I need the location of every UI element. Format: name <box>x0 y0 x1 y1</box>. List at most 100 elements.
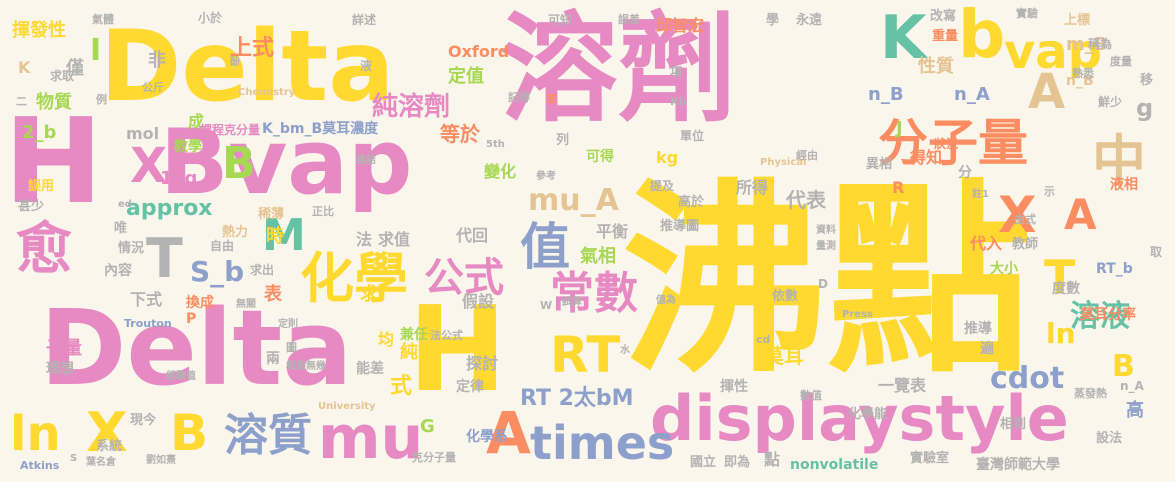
cloud-word-t-right: T <box>1044 250 1076 304</box>
cloud-word-jiaoshi: 教師 <box>1012 237 1039 252</box>
cloud-word-jiashe: 假設 <box>462 292 495 311</box>
cloud-word-x-bottom: X <box>86 401 128 464</box>
cloud-word-nb2: n_B <box>1066 73 1094 89</box>
cloud-word-wuyong: 誤用 <box>28 179 55 194</box>
cloud-word-b-bottom: B <box>170 404 209 462</box>
cloud-word-gaiyu: 高於 <box>678 195 705 210</box>
cloud-word-lianjie: 連結 <box>356 155 376 166</box>
cloud-word-kbm: K_bm_B莫耳濃度 <box>262 121 379 137</box>
cloud-word-qiutui: 推導 <box>964 321 992 337</box>
cloud-word-xiangjie: 項 <box>670 65 683 79</box>
cloud-word-t-mid: T <box>146 227 183 290</box>
cloud-word-tuidaotu: 推導圖 <box>660 219 700 234</box>
cloud-word-chun: 純 <box>400 342 418 363</box>
cloud-word-yi: 移 <box>1140 73 1154 88</box>
cloud-word-kecheng: 課程克分量 <box>200 123 261 137</box>
cloud-word-ben: 苯 <box>546 93 557 106</box>
cloud-word-suode: 所得 <box>736 178 769 197</box>
cloud-word-ye: 液 <box>360 59 373 73</box>
cloud-word-shefa: 設法 <box>1096 431 1123 446</box>
cloud-word-zhuangkuang: 狀況 <box>934 137 959 151</box>
cloud-word-sb: S_b <box>190 255 245 288</box>
cloud-word-fa: 法 <box>356 230 373 249</box>
cloud-word-qixiang: 氣相 <box>580 246 616 267</box>
cloud-word-wucha: 誤差 <box>618 13 640 26</box>
cloud-word-li: 例 <box>96 93 107 106</box>
cloud-word-dexi: 得知 <box>910 148 943 167</box>
cloud-word-qiti: 氣體 <box>92 13 114 26</box>
cloud-word-moerfen: 莫耳分率 <box>1080 307 1136 323</box>
cloud-word-feidian: 沸點 <box>622 163 1032 401</box>
cloud-word-bian: 遍 <box>980 341 994 357</box>
cloud-word-h-left: H <box>4 92 103 230</box>
cloud-word-delta-bottom: Delta <box>40 287 353 409</box>
cloud-word-physical: Physical <box>760 157 807 168</box>
cloud-word-neirong: 內容 <box>104 263 132 279</box>
cloud-word-cdot: cdot <box>990 361 1065 396</box>
cloud-word-r: R <box>892 178 905 197</box>
cloud-word-a-right2: A <box>1064 190 1097 239</box>
cloud-word-g2: G <box>420 416 435 437</box>
cloud-word-huaxuexi: 化學系 <box>466 429 508 445</box>
cloud-word-bianhua: 變化 <box>484 162 517 181</box>
cloud-word-moer: 莫耳 <box>764 344 804 368</box>
cloud-word-ziyou: 自由 <box>210 239 235 253</box>
cloud-word-chemistry: Chemistry <box>238 87 296 98</box>
cloud-word-shiyong: 試算 <box>562 297 582 308</box>
cloud-word-yexiang: 液相 <box>1110 177 1138 193</box>
cloud-word-zhengbi: 正比 <box>312 205 334 218</box>
cloud-word-b-mid: B <box>222 138 256 189</box>
cloud-word-tu: 圖 <box>286 341 297 354</box>
cloud-word-b-right: B <box>1112 349 1135 384</box>
cloud-word-fei: 非 <box>148 50 166 71</box>
cloud-word-biao: 表 <box>264 284 282 305</box>
cloud-word-shenshao: 甚少 <box>18 199 45 214</box>
cloud-word-h-mid: H <box>408 280 507 418</box>
cloud-word-xingzhi: 性質 <box>918 56 954 77</box>
cloud-word-shuzhi: 數值 <box>800 389 822 402</box>
cloud-word-gao: 高 <box>1126 400 1144 421</box>
cloud-word-qiu: 求 <box>360 284 378 305</box>
cloud-word-vap-right: vap <box>1004 24 1103 80</box>
cloud-word-yilanbiao: 一覽表 <box>878 376 927 395</box>
cloud-word-xianshao: 鮮少 <box>1098 95 1123 109</box>
cloud-word-xianjin: 現今 <box>130 413 157 428</box>
cloud-word-mol: mol <box>126 124 160 143</box>
cloud-word-shangshi: 上式 <box>230 36 275 61</box>
cloud-word-xiangdao: 相到 <box>1000 417 1027 432</box>
cloud-word-university: University <box>318 401 376 412</box>
cloud-word-shi2: 式 <box>390 374 413 399</box>
cloud-word-press: Press <box>842 309 873 320</box>
cloud-word-jin: 僅 <box>66 58 84 79</box>
cloud-word-fagongshi: 法公式 <box>430 329 463 342</box>
cloud-word-nb: n_B <box>868 84 904 105</box>
cloud-word-keji: 可知 <box>548 13 573 27</box>
cloud-word-huafaneng: 化學能 <box>848 407 888 422</box>
cloud-word-nonvolatile: nonvolatile <box>790 457 879 473</box>
cloud-word-xiangshu: 詳述 <box>352 13 377 27</box>
cloud-word-rongye: 溶液 <box>1070 299 1130 334</box>
cloud-word-jingyanzhi: 經驗值 <box>166 371 196 382</box>
cloud-word-rongzhi: 溶質 <box>224 410 312 461</box>
cloud-word-huanceng: 換成 <box>186 295 214 311</box>
cloud-word-xitong: 系統 <box>96 439 123 454</box>
cloud-word-qiuchu: 求出 <box>250 263 275 277</box>
cloud-word-zhong: 中 <box>1092 129 1146 192</box>
cloud-word-m-mid: M <box>262 210 306 261</box>
cloud-word-rtb: RT_b <box>1096 261 1133 277</box>
cloud-word-huifaxing: 揮發性 <box>12 20 66 41</box>
cloud-word-shi: 時 <box>266 226 284 247</box>
cloud-word-chunrongji: 純溶劑 <box>372 92 451 122</box>
cloud-word-kede: 可得 <box>586 149 614 165</box>
cloud-word-yongyuan: 永遠 <box>796 13 823 28</box>
cloud-word-huaxue: 化學 <box>300 247 408 310</box>
cloud-word-shi-small: 示 <box>1044 185 1055 198</box>
cloud-word-kg: kg <box>656 148 679 167</box>
cloud-word-oxford: Oxford <box>448 42 510 61</box>
cloud-word-wuguan: 無關 <box>236 299 256 310</box>
cloud-word-rt: RT <box>550 326 621 384</box>
cloud-word-x-right: X <box>998 186 1037 244</box>
cloud-word-huixing: 揮性 <box>720 379 748 395</box>
cloud-word-s: S <box>70 453 78 464</box>
